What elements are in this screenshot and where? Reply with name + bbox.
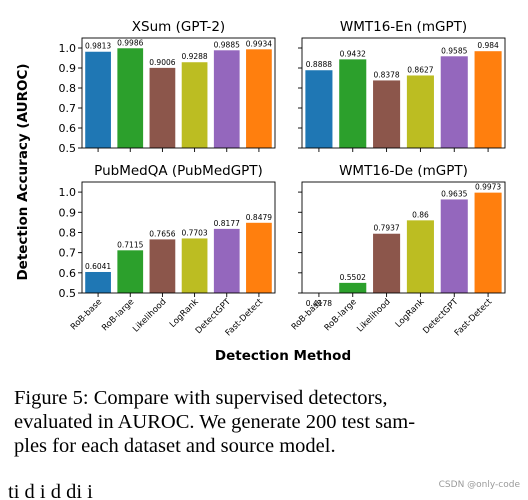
x-tick-label: RoB-base [69,297,104,332]
x-tick-label: Fast-Detect [453,297,495,339]
panel-frame [301,37,506,149]
bar [117,250,144,293]
y-tick-label: 1.0 [59,42,77,55]
data-label: 0.9885 [214,40,240,49]
bar [85,51,111,148]
data-label: 0.6041 [85,262,111,271]
data-label: 0.9934 [246,39,272,48]
data-label: 0.984 [477,41,499,50]
panel-title: XSum (GPT-2) [132,19,225,35]
data-label: 0.86 [412,210,429,219]
y-tick-label: 0.9 [59,62,77,75]
bar [474,51,502,148]
y-axis-label: Detection Accuracy (AUROC) [15,63,31,280]
x-tick-label: Likelihood [355,297,392,334]
data-label: 0.8177 [214,219,240,228]
y-tick-label: 0.6 [59,122,77,135]
caption-line-1: Figure 5: Compare with supervised detect… [14,387,388,409]
data-label: 0.9432 [340,49,366,58]
data-label: 0.7115 [117,240,143,249]
bar [440,56,468,148]
y-tick-label: 0.8 [59,82,77,95]
data-label: 0.9288 [181,52,207,61]
bars-group [85,222,272,293]
cutoff-text-line: ti d i d di i [8,481,93,500]
bars-group [305,51,502,148]
data-label: 0.7656 [149,229,175,238]
bar [474,192,502,293]
x-tick-label: LogRank [394,297,427,330]
data-label: 0.8627 [407,65,433,74]
watermark: CSDN @only-code [436,480,522,490]
x-axis-label: Detection Method [215,348,351,364]
data-label: 0.9813 [85,42,111,51]
panels-group: XSum (GPT-2) 0.9813 0.9986 0.9006 0.9288 0.98… [59,19,506,338]
panel-3: PubMedQA (PubMedGPT) 0.6041 0.7115 0.7656 0.… [59,163,276,338]
caption-line-3: ples for each dataset and source model. [14,435,336,457]
y-tick-label: 0.7 [59,247,77,260]
panel-4: WMT16-De (mGPT) 0.4178 0.5502 0.7937 0.86 0.9… [290,163,506,339]
data-label: 0.7703 [181,228,207,237]
x-tick-label: Likelihood [131,297,168,334]
caption-line-2: evaluated in AUROC. We generate 200 test… [14,411,416,433]
panel-title: WMT16-De (mGPT) [339,163,468,179]
bar [149,239,176,293]
y-tick-label: 0.7 [59,102,77,115]
y-tick-label: 0.8 [59,226,77,239]
figure-caption: Figure 5: Compare with supervised detect… [14,386,514,458]
data-label: 0.5502 [340,273,366,282]
data-label: 0.9635 [441,189,467,198]
data-label: 0.4178 [306,299,332,308]
bar [440,199,468,293]
panel-frame [81,181,276,294]
bar [339,59,367,148]
bar [373,233,401,293]
figure-canvas: XSum (GPT-2) 0.9813 0.9986 0.9006 0.9288 0.98… [15,19,506,364]
panel-title: PubMedQA (PubMedGPT) [94,163,263,179]
bar [406,75,434,148]
panel-title: WMT16-En (mGPT) [340,19,467,35]
y-tick-label: 0.6 [59,267,77,280]
bar [339,282,367,293]
bars-group [85,48,272,148]
bar [117,48,144,148]
data-label: 0.9585 [441,46,467,55]
bar [85,271,111,293]
y-tick-label: 1.0 [59,186,77,199]
panel-frame [81,37,276,149]
bar [246,49,272,148]
data-label: 0.7937 [373,224,399,233]
data-label: 0.8888 [306,60,332,69]
data-label: 0.8479 [246,213,272,222]
bar [181,238,208,293]
bar [213,50,240,148]
data-label: 0.9986 [117,38,143,47]
panel-2: WMT16-En (mGPT) 0.8888 0.9432 0.8378 0.8627 0… [298,19,506,152]
y-tick-label: 0.5 [59,287,77,300]
bar [373,80,401,148]
data-label: 0.8378 [373,70,399,79]
bar [246,222,272,293]
bar [406,220,434,293]
data-label: 0.9006 [149,58,175,67]
data-label: 0.9973 [475,183,501,192]
bar [305,70,333,148]
x-tick-label: LogRank [168,297,201,330]
panel-frame [301,181,506,294]
y-tick-label: 0.5 [59,142,77,155]
bar [213,228,240,293]
bar [181,62,208,148]
panel-1: XSum (GPT-2) 0.9813 0.9986 0.9006 0.9288 0.98… [59,19,276,155]
y-tick-label: 0.9 [59,206,77,219]
bars-group [339,192,502,293]
bar [149,67,176,148]
